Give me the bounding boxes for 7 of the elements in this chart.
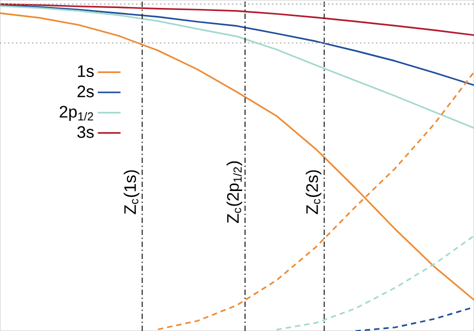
annotation: Z$_{c}$(2p$_{1/2}$) bbox=[226, 161, 242, 224]
annotation: Z$_{c}$(1s) bbox=[124, 170, 140, 214]
legend-label: 2p$_{1/2}$ bbox=[60, 106, 94, 121]
legend-label: 1s bbox=[78, 65, 94, 78]
legend-label: 2s bbox=[78, 86, 94, 98]
legend-label: 3s bbox=[77, 126, 94, 138]
annotation: Z$_{c}$(2s) bbox=[306, 170, 322, 214]
